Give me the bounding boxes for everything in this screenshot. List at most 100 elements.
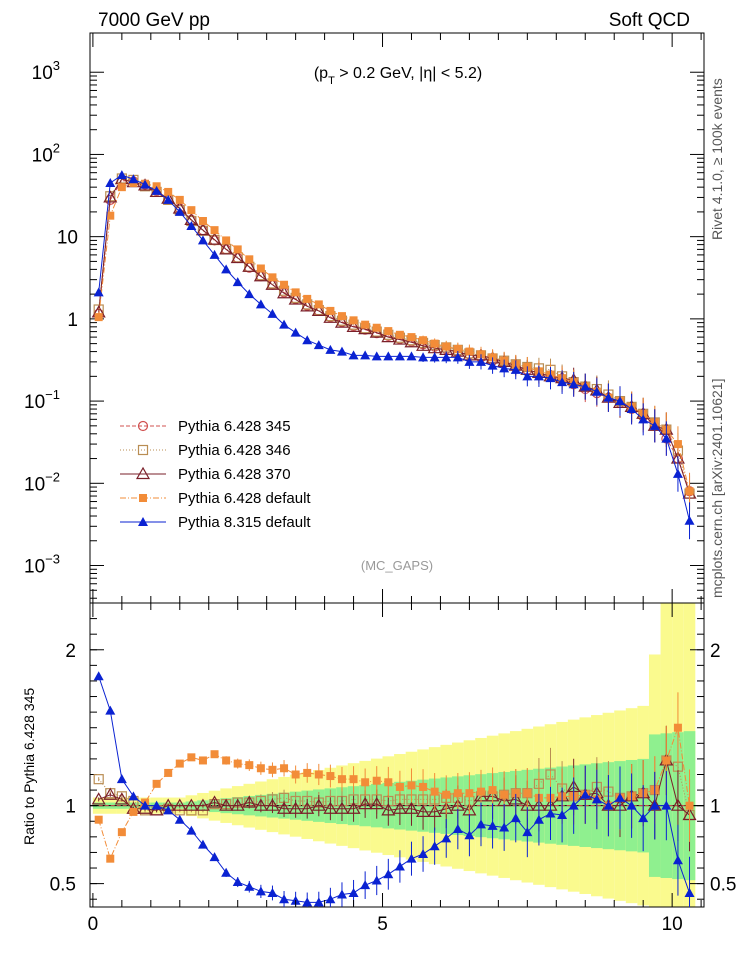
data-point [221, 264, 232, 274]
ratio-point [334, 801, 350, 814]
ratio-point [419, 782, 428, 791]
data-point [267, 308, 278, 318]
ratio-point [510, 813, 521, 823]
ratio-point [649, 800, 660, 810]
ratio-point [522, 827, 533, 837]
ratio-point [337, 775, 346, 784]
data-point [151, 185, 162, 195]
ratio-point [545, 808, 556, 818]
data-point [198, 217, 207, 226]
ratio-point [256, 764, 265, 773]
ratio-point [381, 803, 396, 816]
ratio-point [291, 770, 300, 779]
ratio-point [673, 723, 682, 732]
process-title: Soft QCD [609, 10, 690, 31]
data-point [164, 187, 173, 196]
data-point [441, 352, 452, 362]
beam-energy-title: 7000 GeV pp [98, 10, 210, 31]
ratio-tick-label-right: 1 [710, 797, 721, 818]
ratio-point [557, 810, 568, 820]
data-point [557, 377, 568, 387]
data-point [265, 277, 280, 290]
ratio-point [383, 869, 394, 879]
ratio-point [442, 790, 451, 799]
data-point [106, 211, 115, 220]
ratio-point [255, 886, 266, 896]
data-point [149, 184, 164, 198]
data-point [488, 353, 497, 362]
ratio-point [187, 753, 196, 762]
data-point [187, 206, 196, 215]
data-point [288, 292, 303, 305]
data-point [348, 350, 359, 360]
data-point [290, 327, 301, 337]
data-point [533, 371, 544, 381]
ratio-point [186, 825, 197, 835]
ratio-point [103, 787, 118, 800]
ratio-point [163, 805, 174, 815]
ratio-point [267, 887, 278, 897]
ratio-point [523, 789, 532, 798]
data-point [510, 364, 521, 374]
data-point [337, 312, 346, 321]
ratio-point [406, 853, 417, 863]
data-point [383, 351, 394, 361]
data-point [404, 335, 419, 348]
data-point [626, 404, 637, 414]
ratio-tick-label-left: 0.5 [50, 875, 76, 896]
y-tick-label: 10−2 [24, 469, 60, 495]
data-point [346, 319, 361, 332]
data-point [452, 352, 463, 362]
data-point [442, 342, 451, 351]
ratio-point [219, 798, 234, 811]
ratio-point [358, 796, 373, 810]
ratio-point [488, 786, 497, 795]
ratio-point [360, 880, 371, 890]
data-point [615, 396, 626, 406]
ratio-point [684, 887, 695, 897]
data-point [255, 299, 266, 309]
data-point [407, 333, 416, 342]
data-point [418, 352, 429, 362]
data-point [174, 206, 185, 216]
data-point [371, 351, 382, 361]
ratio-point [325, 894, 336, 904]
ratio-point [361, 778, 370, 787]
data-point [360, 350, 371, 360]
ratio-point [499, 822, 510, 832]
ratio-panel: 0.5 0.5 1 1 2 2 0 5 10 [50, 33, 736, 935]
ratio-point [280, 764, 289, 773]
ratio-point [672, 855, 683, 865]
data-point [369, 325, 384, 338]
series-line [98, 178, 690, 494]
data-point [381, 329, 396, 343]
ratio-point [418, 848, 429, 858]
ratio-point [198, 756, 207, 765]
data-point [394, 351, 405, 361]
ratio-point [349, 775, 358, 784]
ratio-point [152, 779, 161, 788]
ratio-point [222, 756, 231, 765]
rivet-version-label: Rivet 4.1.0, ≥ 100k events [709, 78, 725, 240]
data-point [314, 300, 323, 309]
data-point [116, 170, 127, 180]
ratio-point [129, 807, 138, 816]
data-point [464, 356, 475, 366]
ratio-point [207, 795, 222, 808]
data-point [685, 487, 694, 496]
data-point [103, 190, 118, 203]
legend-marker [137, 444, 149, 456]
ratio-point [427, 804, 442, 818]
ratio-point [441, 833, 452, 843]
ratio-tick-label-right: 2 [710, 641, 721, 662]
series-line [98, 174, 691, 521]
ratio-point [172, 798, 187, 811]
data-point [545, 373, 556, 383]
legend-label: Pythia 6.428 345 [178, 418, 291, 435]
data-point [232, 277, 243, 287]
data-point [323, 310, 338, 323]
ratio-point [314, 770, 323, 779]
data-point [499, 363, 510, 373]
data-point [384, 327, 393, 336]
ratio-point [197, 839, 208, 849]
